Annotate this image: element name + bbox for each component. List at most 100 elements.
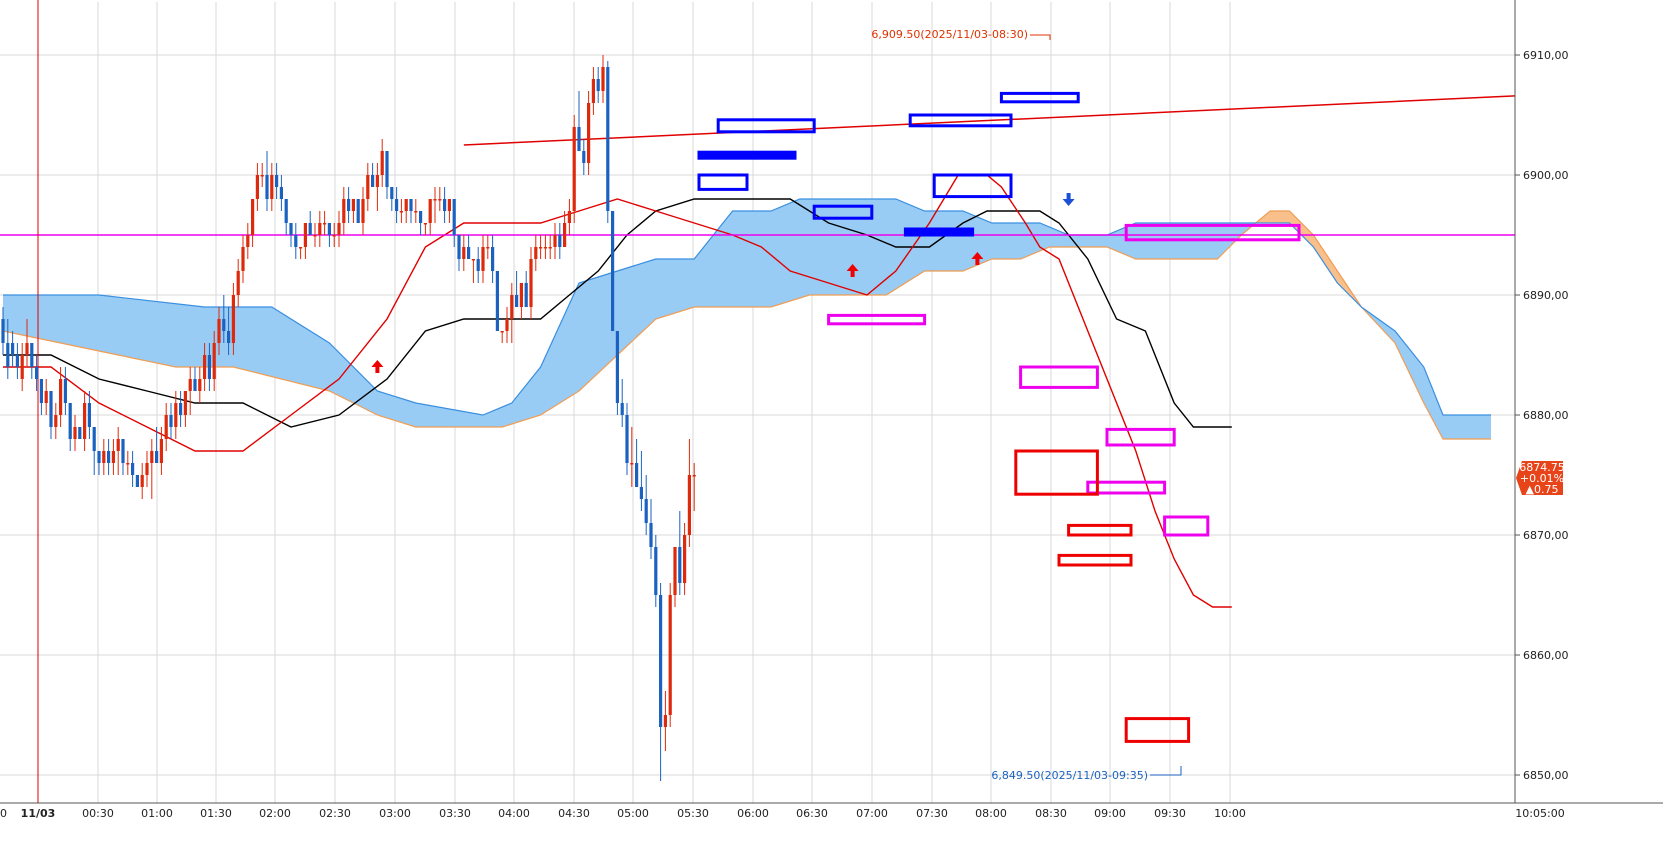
candle-body — [294, 235, 298, 247]
candle-body — [371, 175, 375, 187]
candle — [44, 379, 48, 415]
candle — [587, 91, 591, 175]
candle-body — [654, 547, 658, 595]
candle-body — [491, 247, 495, 271]
candle — [519, 283, 523, 319]
candle — [270, 163, 274, 211]
candle — [63, 367, 67, 415]
candle-body — [265, 175, 269, 199]
candle-body — [30, 343, 34, 367]
candle — [15, 343, 19, 379]
candle — [567, 199, 571, 235]
candle — [131, 451, 135, 487]
cloud-bear-segment — [1363, 308, 1491, 439]
candle-body — [73, 427, 77, 439]
candle — [260, 163, 264, 187]
candle-body — [524, 283, 528, 307]
signal-markers — [371, 34, 1182, 776]
candle-body — [510, 295, 514, 319]
candle-body — [486, 247, 490, 249]
candle — [102, 439, 106, 475]
candle — [275, 163, 279, 199]
candle — [447, 199, 451, 223]
candle-body — [92, 427, 96, 451]
candle — [371, 163, 375, 187]
candle-body — [203, 355, 207, 379]
candle-body — [481, 247, 485, 271]
candle — [529, 247, 533, 319]
candle — [500, 331, 504, 343]
candle — [395, 187, 399, 223]
candle-body — [668, 595, 672, 715]
candle-body — [649, 523, 653, 547]
candle-body — [207, 355, 211, 379]
buy-arrow-icon — [971, 252, 984, 265]
candle-body — [121, 439, 125, 463]
x-tick-label: 05:00 — [617, 807, 649, 820]
candle-body — [385, 151, 389, 187]
annotation-box — [908, 113, 1013, 128]
candle-body — [404, 199, 408, 211]
candle-body — [135, 475, 139, 487]
candle — [539, 235, 543, 259]
candle-body — [505, 319, 509, 331]
price-tag-value: 6874.75 — [1519, 461, 1565, 474]
candle — [11, 331, 15, 367]
candle-body — [150, 451, 154, 463]
candle-body — [395, 199, 399, 211]
candle — [510, 283, 514, 343]
candle-body — [231, 295, 235, 343]
candle-body — [375, 175, 379, 187]
candle-body — [49, 391, 53, 427]
candle — [428, 199, 432, 235]
candle — [135, 475, 139, 487]
candle-body — [447, 199, 451, 211]
candle-body — [102, 451, 106, 463]
candle — [620, 379, 624, 427]
candle — [659, 583, 663, 781]
candle-body — [361, 199, 365, 223]
candle — [654, 535, 658, 607]
candle — [553, 223, 557, 259]
candle-body — [635, 463, 639, 487]
candle — [126, 451, 130, 475]
candle-body — [419, 211, 423, 223]
candle-body — [471, 259, 475, 261]
cloud-bull-segment — [1255, 211, 1364, 310]
candle-body — [59, 379, 63, 415]
candle — [279, 175, 283, 211]
x-tick-label: 11/03 — [21, 807, 56, 820]
high-label-leader — [1030, 34, 1051, 40]
candle-body — [567, 211, 571, 223]
x-tick-label: 00:30 — [82, 807, 114, 820]
x-tick-label: 07:00 — [856, 807, 888, 820]
candle — [188, 367, 192, 415]
candle-body — [553, 235, 557, 247]
candle-body — [313, 235, 317, 237]
candle — [462, 235, 466, 271]
candle — [299, 247, 303, 259]
candle-body — [107, 451, 111, 463]
candle — [476, 247, 480, 283]
candle-body — [275, 175, 279, 187]
y-tick-label: 6870,00 — [1523, 529, 1569, 542]
annotation-box — [932, 173, 1013, 199]
candle — [577, 91, 581, 151]
candle — [467, 235, 471, 259]
candle — [87, 391, 91, 439]
x-tick-label: 07:30 — [916, 807, 948, 820]
candle-body — [409, 199, 413, 211]
candle — [457, 235, 461, 271]
annotation-box — [827, 313, 927, 326]
candle-body — [529, 259, 533, 307]
resistance-trendline — [463, 95, 1516, 146]
candle-body — [11, 343, 15, 355]
candle — [611, 211, 615, 331]
buy-arrow-icon — [371, 360, 384, 373]
candle — [601, 55, 605, 103]
candle — [217, 307, 221, 355]
x-tick-label: 10:00 — [1214, 807, 1246, 820]
y-tick-label: 6910,00 — [1523, 49, 1569, 62]
candle-body — [414, 211, 418, 213]
